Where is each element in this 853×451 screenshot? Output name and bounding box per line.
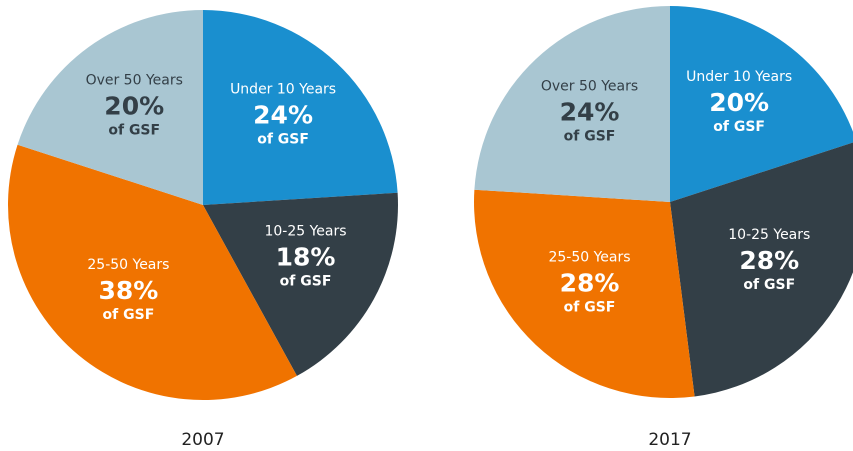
chart-title: 2017 (648, 430, 691, 450)
slice-value: 28% (739, 246, 799, 275)
slice-unit: of GSF (103, 307, 155, 323)
slice-unit: of GSF (257, 132, 309, 148)
slice-value: 24% (253, 101, 313, 130)
pie-slice (473, 189, 695, 398)
slice-unit: of GSF (108, 122, 160, 138)
slice-unit: of GSF (564, 128, 616, 144)
slice-name: Over 50 Years (86, 72, 183, 88)
slice-unit: of GSF (280, 273, 332, 289)
pie-slice (474, 6, 670, 202)
slice-name: 10-25 Years (728, 227, 810, 243)
slice-unit: of GSF (564, 300, 616, 316)
pie-slice (203, 10, 398, 205)
pie-slice (7, 144, 297, 400)
slice-value: 38% (98, 276, 158, 305)
slice-name: 25-50 Years (87, 257, 169, 273)
slice-name: Over 50 Years (541, 78, 638, 94)
slice-name: Under 10 Years (230, 82, 336, 98)
pie-slice (670, 142, 853, 397)
slice-value: 28% (560, 269, 620, 298)
slice-value: 20% (104, 91, 164, 120)
slice-unit: of GSF (713, 119, 765, 135)
chart-title: 2007 (181, 430, 224, 450)
slice-name: 25-50 Years (548, 250, 630, 266)
pie-slice (17, 10, 204, 205)
slice-value: 20% (709, 88, 769, 117)
slice-name: Under 10 Years (686, 69, 792, 85)
pie-slice (670, 6, 853, 202)
pie-slice (203, 192, 398, 376)
slice-value: 18% (276, 242, 336, 271)
slice-name: 10-25 Years (264, 223, 346, 239)
slice-value: 24% (560, 97, 620, 126)
slice-unit: of GSF (743, 277, 795, 293)
